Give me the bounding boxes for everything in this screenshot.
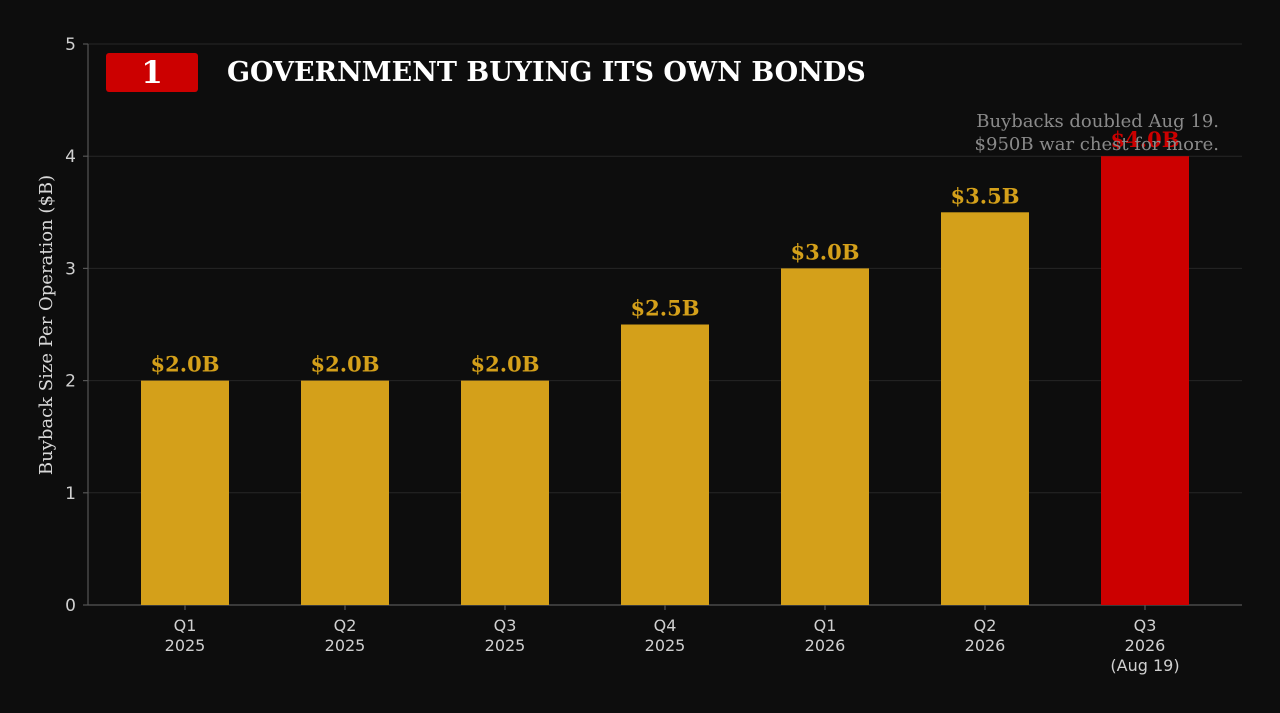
gridlines (88, 43, 1242, 494)
x-tick-label: 2026 (965, 636, 1006, 655)
x-tick-label: Q3 (494, 616, 517, 635)
x-tick-label: (Aug 19) (1110, 656, 1179, 675)
bar-2 (461, 380, 549, 605)
bar-value-label: $2.5B (631, 296, 700, 321)
bar-6 (1101, 156, 1189, 605)
chart-number-badge-text: 1 (141, 55, 163, 91)
annotation-line-1: Buybacks doubled Aug 19. (976, 111, 1219, 132)
x-tick-label: Q2 (974, 616, 997, 635)
bar-value-labels: $2.0B $2.0B $2.0B $2.5B $3.0B $3.5B $4.0B (151, 127, 1180, 376)
bar-value-label: $2.0B (311, 352, 380, 377)
chart-number-badge (106, 53, 198, 92)
x-tick-label: Q1 (814, 616, 837, 635)
x-tick-label: 2025 (485, 636, 526, 655)
x-tick-label: 2025 (165, 636, 206, 655)
y-tick-label: 2 (65, 372, 76, 392)
x-tick-label: Q1 (174, 616, 197, 635)
y-tick-label: 1 (65, 484, 76, 504)
bar-0 (141, 380, 229, 605)
bar-value-label: $3.0B (791, 239, 860, 264)
x-ticks: Q12025Q22025Q32025Q42025Q12026Q22026Q320… (165, 605, 1180, 675)
bar-value-label: $2.0B (151, 352, 220, 377)
chart-title: GOVERNMENT BUYING ITS OWN BONDS (227, 57, 866, 88)
annotation-line-2: $950B war chest for more. (975, 134, 1219, 155)
y-tick-label: 3 (65, 259, 76, 279)
bar-3 (621, 324, 709, 605)
bar-1 (301, 380, 389, 605)
x-tick-label: 2025 (325, 636, 366, 655)
x-tick-label: Q4 (654, 616, 677, 635)
annotation: Buybacks doubled Aug 19. $950B war chest… (975, 111, 1219, 155)
x-tick-label: 2026 (805, 636, 846, 655)
x-tick-label: Q2 (334, 616, 357, 635)
y-tick-label: 0 (65, 596, 76, 616)
bar-value-label: $3.5B (951, 183, 1020, 208)
y-tick-label: 5 (65, 35, 76, 55)
x-tick-label: 2025 (645, 636, 686, 655)
bars (141, 156, 1189, 606)
bar-5 (941, 212, 1029, 606)
bar-4 (781, 268, 869, 605)
bar-value-label: $2.0B (471, 352, 540, 377)
y-tick-label: 4 (65, 147, 76, 167)
x-tick-label: 2026 (1125, 636, 1166, 655)
y-ticks: 0 1 2 3 4 5 (65, 35, 88, 616)
bar-value-label: $4.0B (1111, 127, 1180, 152)
chart-header: 1 GOVERNMENT BUYING ITS OWN BONDS (106, 53, 866, 92)
x-tick-label: Q3 (1134, 616, 1157, 635)
y-axis-title: Buyback Size Per Operation ($B) (36, 175, 57, 475)
